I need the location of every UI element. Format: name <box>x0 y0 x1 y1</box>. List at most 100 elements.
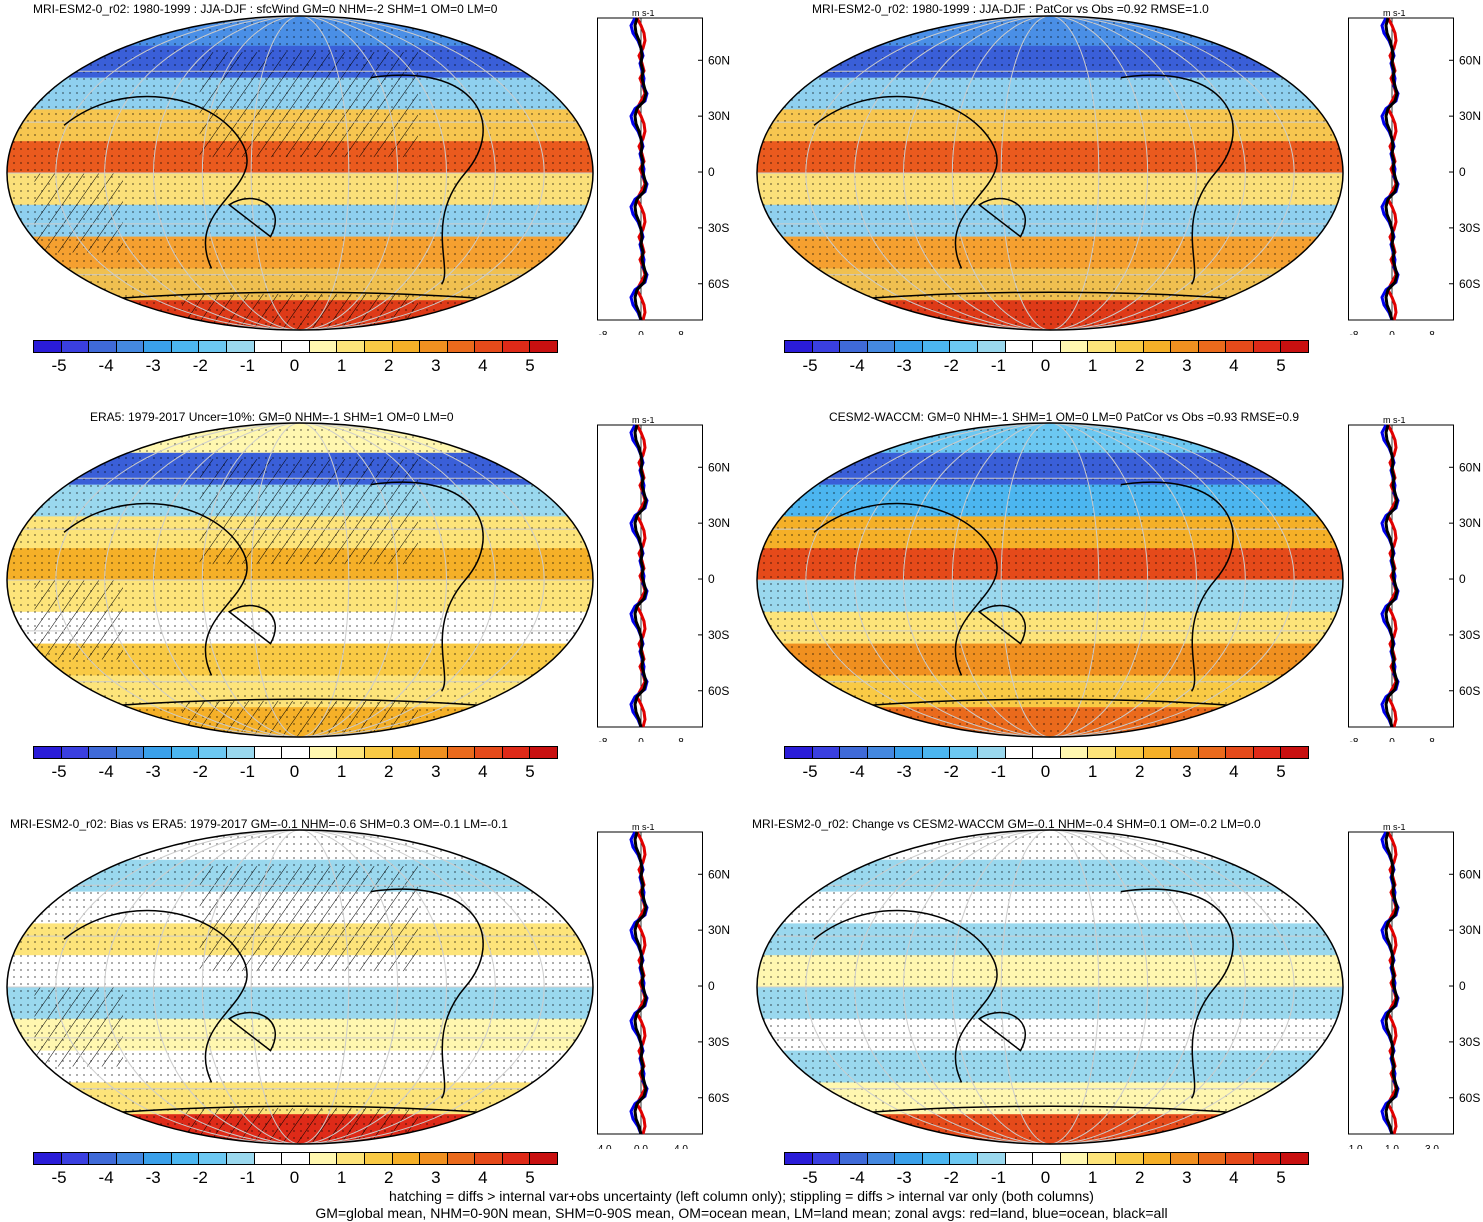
panel-title: MRI-ESM2-0_r02: Change vs CESM2-WACCM GM… <box>752 817 1261 831</box>
latitude-label: 60N <box>1459 460 1481 474</box>
colorbar-swatch <box>34 341 62 352</box>
colorbar-swatch <box>950 341 979 352</box>
colorbar-label: -1 <box>239 1168 255 1187</box>
colorbar-label: 1 <box>1087 356 1098 375</box>
zonal-xtick-label: 0 <box>638 330 644 335</box>
zonal-xtick-label: 0 <box>1389 737 1395 742</box>
colorbar-swatch <box>116 341 145 352</box>
colorbar-label: -2 <box>192 1168 208 1187</box>
colorbar-swatch <box>785 1153 813 1164</box>
colorbar-label: 5 <box>1276 762 1286 781</box>
colorbar-label: 3 <box>431 356 441 375</box>
colorbar-swatch <box>1226 747 1254 758</box>
colorbar-swatch <box>1253 747 1282 758</box>
colorbar-swatch <box>922 1153 951 1164</box>
panel-title: ERA5: 1979-2017 Uncer=10%: GM=0 NHM=-1 S… <box>90 410 454 424</box>
colorbar-label: 1 <box>336 1168 347 1187</box>
colorbar-swatch <box>1281 1153 1308 1164</box>
zonal-xtick-label: 4.0 <box>674 1144 688 1149</box>
latitude-label: 30S <box>1459 221 1480 235</box>
colorbar-swatch <box>199 747 228 758</box>
coastline <box>784 888 1316 1122</box>
latitude-label: 60N <box>708 53 730 67</box>
latitude-label: 60S <box>1459 684 1480 698</box>
world-map <box>6 422 594 738</box>
latitude-label: 0 <box>708 979 715 993</box>
colorbar-swatch <box>502 747 531 758</box>
map-border <box>6 829 594 1145</box>
colorbar-swatch <box>1033 1153 1061 1164</box>
latitude-label: 0 <box>708 165 715 179</box>
colorbar-label: -1 <box>990 1168 1006 1187</box>
colorbar-swatch <box>502 1153 531 1164</box>
colorbar-swatch <box>392 1153 421 1164</box>
colorbar-swatch <box>867 1153 896 1164</box>
latitude-label: 30N <box>708 516 730 530</box>
colorbar-swatch <box>475 1153 503 1164</box>
latitude-label: 60N <box>1459 867 1481 881</box>
colorbar-swatch <box>61 747 90 758</box>
colorbar-swatch <box>144 1153 172 1164</box>
zonal-plot-frame <box>1348 424 1454 728</box>
colorbar-label: 5 <box>525 1168 535 1187</box>
colorbar-label: -3 <box>145 762 161 781</box>
colorbar-swatch <box>254 341 283 352</box>
zonal-average-plot: m s-1 60N 30N 0 30S 60S -8 0 8 <box>1348 417 1481 742</box>
colorbar-swatch <box>1171 1153 1199 1164</box>
colorbar-swatch <box>922 747 951 758</box>
colorbar-swatch <box>1115 341 1144 352</box>
colorbar-label: 0 <box>289 356 300 375</box>
zonal-units: m s-1 <box>632 10 655 18</box>
colorbar-swatch <box>89 747 117 758</box>
colorbar-swatch <box>840 341 868 352</box>
colorbar-swatch <box>1143 747 1172 758</box>
colorbar-label: -4 <box>98 1168 114 1187</box>
colorbar-label: -5 <box>802 762 818 781</box>
colorbar-swatch <box>89 341 117 352</box>
colorbar-swatch <box>867 747 896 758</box>
colorbar-label: 3 <box>1182 762 1192 781</box>
colorbar-label: -5 <box>802 356 818 375</box>
zonal-plot-frame <box>1348 831 1454 1135</box>
world-map <box>756 829 1344 1145</box>
colorbar-label: 2 <box>383 1168 394 1187</box>
colorbar-swatch <box>61 1153 90 1164</box>
colorbar-label: -5 <box>51 356 67 375</box>
zonal-xtick-label: -8 <box>1350 330 1359 335</box>
zonal-units: m s-1 <box>1383 10 1406 18</box>
latitude-label: 60N <box>708 867 730 881</box>
colorbar-labels: -5 -4 -3 -2 -1 0 1 2 3 4 5 <box>784 1168 1307 1188</box>
colorbar-swatch <box>530 747 557 758</box>
colorbar <box>33 1152 558 1165</box>
colorbar-label: 2 <box>1134 1168 1145 1187</box>
colorbar-swatch <box>1281 341 1308 352</box>
colorbar-label: -1 <box>990 356 1006 375</box>
colorbar-label: -3 <box>896 762 912 781</box>
zonal-xtick-label: -8 <box>599 330 608 335</box>
panel-title: MRI-ESM2-0_r02: Bias vs ERA5: 1979-2017 … <box>10 817 508 831</box>
colorbar-label: -3 <box>896 1168 912 1187</box>
colorbar-label: -1 <box>239 762 255 781</box>
zonal-average-plot: m s-1 60N 30N 0 30S 60S -8 0 8 <box>597 417 730 742</box>
zonal-plot-frame <box>597 831 703 1135</box>
colorbar-label: 4 <box>478 1168 488 1187</box>
latitude-label: 60S <box>708 684 729 698</box>
colorbar <box>33 746 558 759</box>
colorbar-swatch <box>978 1153 1006 1164</box>
colorbar-swatch <box>1060 747 1089 758</box>
zonal-average-plot: m s-1 60N 30N 0 30S 60S -1.0 1.0 3.0 <box>1348 824 1481 1149</box>
colorbar-swatch <box>1198 341 1227 352</box>
colorbar-swatch <box>309 747 338 758</box>
latitude-label: 60N <box>1459 53 1481 67</box>
colorbar-label: -3 <box>896 356 912 375</box>
map-border <box>6 15 594 331</box>
colorbar-label: -2 <box>943 356 959 375</box>
colorbar-swatch <box>1226 1153 1254 1164</box>
colorbar-label: 2 <box>1134 762 1145 781</box>
colorbar-swatch <box>1171 341 1199 352</box>
zonal-average-plot: m s-1 60N 30N 0 30S 60S -8 0 8 <box>597 10 730 335</box>
colorbar-label: 0 <box>1040 762 1051 781</box>
colorbar-swatch <box>227 747 255 758</box>
colorbar-swatch <box>282 747 310 758</box>
world-map <box>756 15 1344 331</box>
